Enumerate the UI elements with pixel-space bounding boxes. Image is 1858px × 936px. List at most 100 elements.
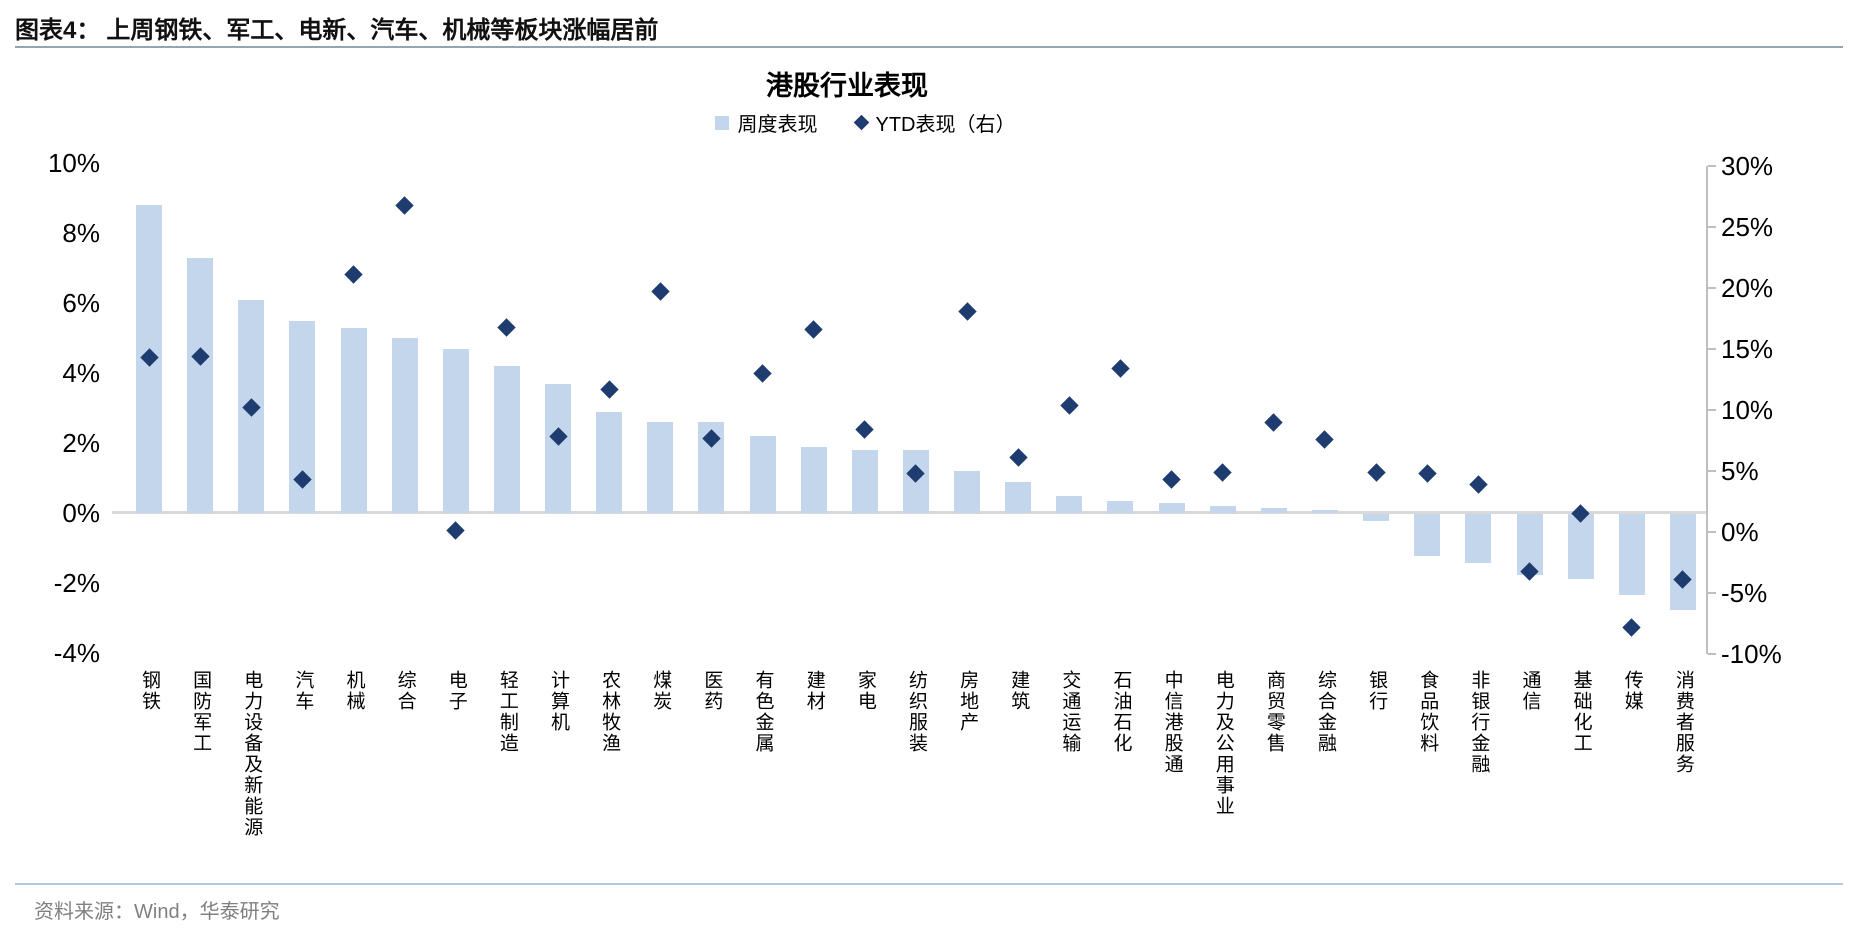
ytd-diamond <box>1009 448 1028 467</box>
right-axis-tick-label: 20% <box>1721 273 1774 303</box>
x-axis-label: 通信 <box>1519 670 1541 712</box>
x-axis-label: 建筑 <box>1008 670 1030 712</box>
weekly-bar <box>1465 514 1492 563</box>
x-axis-label: 机械 <box>343 670 365 712</box>
right-axis-tick-mark <box>1708 226 1716 228</box>
figure-caption-title: 上周钢铁、军工、电新、汽车、机械等板块涨幅居前 <box>106 17 659 44</box>
x-axis-label: 电力设备及新能源 <box>241 670 263 838</box>
right-axis-tick-mark <box>1708 287 1716 289</box>
ytd-diamond <box>957 301 977 321</box>
x-axis-label: 中信港股通 <box>1161 670 1183 775</box>
weekly-series-swatch-icon <box>714 115 729 130</box>
weekly-bar <box>1260 507 1287 513</box>
right-axis-tick-mark <box>1708 653 1716 655</box>
x-axis-label: 房地产 <box>957 670 979 733</box>
right-axis-tick-mark <box>1708 348 1716 350</box>
legend-label-weekly: 周度表现 <box>737 114 818 136</box>
source-note: 资料来源：Wind，华泰研究 <box>34 901 280 923</box>
x-axis-label: 医药 <box>701 670 723 712</box>
weekly-bar <box>1311 509 1338 513</box>
ytd-diamond <box>1622 617 1641 637</box>
weekly-bar <box>749 436 776 513</box>
ytd-diamond <box>446 521 465 540</box>
ytd-diamond <box>1418 464 1437 483</box>
x-axis-label: 轻工制造 <box>496 670 518 754</box>
ytd-diamond <box>1111 359 1130 378</box>
ytd-diamond <box>855 420 875 439</box>
left-axis-tick-label: -4% <box>53 638 100 668</box>
ytd-diamond <box>651 282 670 301</box>
weekly-bar <box>187 257 214 513</box>
right-axis-tick-label: 30% <box>1721 151 1774 181</box>
x-axis-label: 综合 <box>394 670 416 712</box>
left-axis-tick-label: 4% <box>62 358 100 388</box>
weekly-bar <box>1669 514 1696 611</box>
figure-caption-prefix: 图表4： <box>15 17 101 44</box>
x-axis-label: 钢铁 <box>139 670 160 712</box>
weekly-bar <box>1363 514 1390 521</box>
chart-legend: 周度表现 YTD表现（右） <box>620 108 1110 137</box>
right-axis-tick-label: -10% <box>1721 639 1782 669</box>
x-axis-label: 家电 <box>854 670 876 712</box>
x-axis-label: 建材 <box>803 670 825 712</box>
right-axis-tick-mark <box>1708 592 1716 594</box>
weekly-bar <box>954 471 981 513</box>
x-axis-label: 煤炭 <box>650 670 672 712</box>
weekly-bar <box>1414 514 1441 556</box>
weekly-bar <box>1618 514 1645 595</box>
x-axis-label: 传媒 <box>1621 670 1643 712</box>
left-axis-tick-label: -2% <box>53 568 100 598</box>
right-axis-tick-mark <box>1708 531 1716 533</box>
x-axis-label: 综合金融 <box>1314 670 1336 754</box>
x-axis-label: 食品饮料 <box>1417 670 1439 754</box>
chart-title: 港股行业表现 <box>766 71 928 101</box>
x-axis-label: 计算机 <box>548 670 570 733</box>
weekly-bar <box>1107 500 1134 513</box>
ytd-diamond <box>804 320 823 339</box>
right-axis-tick-label: 10% <box>1721 395 1774 425</box>
ytd-diamond <box>1162 470 1181 489</box>
legend-label-ytd: YTD表现（右） <box>875 114 1016 136</box>
x-axis-label: 纺织服装 <box>905 670 927 754</box>
weekly-bar <box>493 366 520 513</box>
x-axis-label: 电力及公用事业 <box>1212 670 1234 817</box>
figure-caption: 图表4： 上周钢铁、军工、电新、汽车、机械等板块涨幅居前 <box>15 10 1843 45</box>
left-axis-tick-label: 10% <box>47 148 100 178</box>
weekly-bar <box>1567 514 1594 579</box>
ytd-diamond <box>1060 395 1079 415</box>
x-axis-label: 电子 <box>445 670 467 712</box>
right-axis-tick-mark <box>1708 470 1716 472</box>
weekly-bar <box>1005 481 1032 513</box>
x-axis-label: 消费者服务 <box>1672 670 1694 775</box>
ytd-diamond <box>344 265 363 284</box>
x-axis-label: 农林牧渔 <box>599 670 621 754</box>
ytd-diamond <box>753 364 772 383</box>
x-axis-label: 基础化工 <box>1570 670 1592 754</box>
x-axis-label: 有色金属 <box>752 670 774 754</box>
weekly-bar <box>596 411 623 513</box>
right-axis-tick-mark <box>1708 409 1716 411</box>
left-axis-tick-label: 2% <box>62 428 100 458</box>
x-axis-label: 石油石化 <box>1110 670 1132 754</box>
ytd-diamond <box>1469 475 1488 494</box>
weekly-bar <box>1209 506 1236 513</box>
caption-separator <box>15 46 1843 48</box>
right-axis-tick-label: 25% <box>1721 212 1774 242</box>
x-axis-label: 国防军工 <box>190 670 212 754</box>
bottom-separator <box>15 883 1843 885</box>
left-axis-tick-label: 8% <box>62 218 100 248</box>
right-axis-tick-label: -5% <box>1721 578 1768 608</box>
weekly-bar <box>800 446 827 513</box>
ytd-diamond <box>497 317 517 337</box>
ytd-diamond <box>1366 463 1386 482</box>
ytd-diamond <box>1315 430 1335 449</box>
x-axis-label: 非银行金融 <box>1468 670 1490 775</box>
right-axis-tick-mark <box>1708 165 1716 167</box>
legend-item-ytd: YTD表现（右） <box>853 108 1016 137</box>
weekly-bar <box>442 348 469 513</box>
weekly-bar <box>647 422 674 513</box>
x-axis-label: 商贸零售 <box>1263 670 1285 754</box>
right-axis-tick-label: 15% <box>1721 334 1774 364</box>
